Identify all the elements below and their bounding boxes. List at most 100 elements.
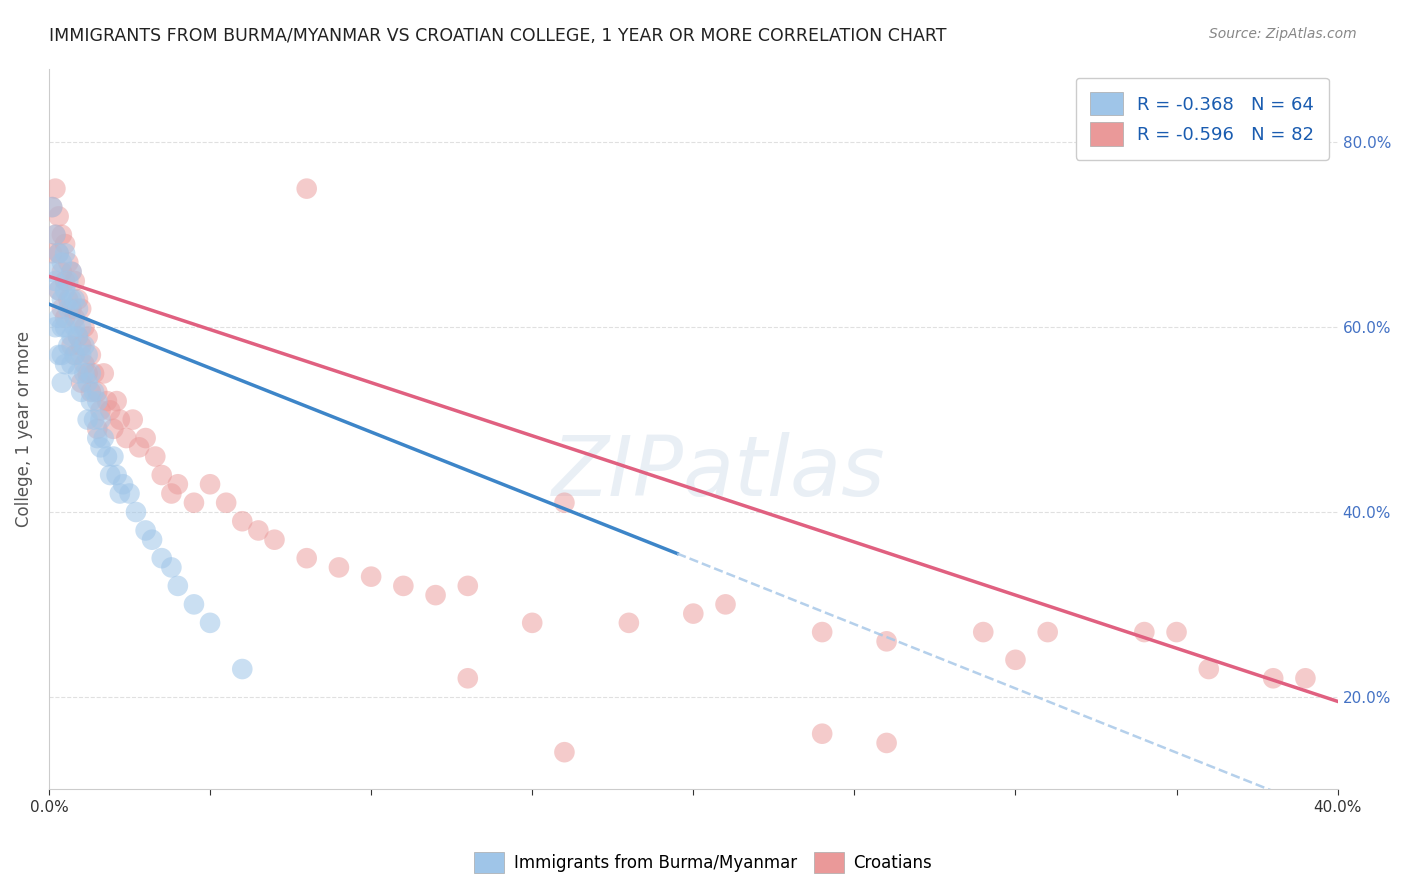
Point bbox=[51, 255, 73, 269]
Point bbox=[51, 265, 73, 279]
Point bbox=[183, 598, 205, 612]
Point bbox=[70, 320, 93, 334]
Point bbox=[80, 384, 103, 399]
Point bbox=[392, 579, 415, 593]
Point bbox=[98, 403, 121, 417]
Point bbox=[66, 329, 89, 343]
Point bbox=[1263, 671, 1285, 685]
Point bbox=[73, 339, 96, 353]
Point bbox=[96, 450, 118, 464]
Point bbox=[44, 320, 66, 334]
Point bbox=[48, 348, 70, 362]
Point bbox=[58, 293, 80, 307]
Point bbox=[51, 376, 73, 390]
Legend: R = -0.368   N = 64, R = -0.596   N = 82: R = -0.368 N = 64, R = -0.596 N = 82 bbox=[1076, 78, 1329, 160]
Point bbox=[108, 486, 131, 500]
Point bbox=[553, 745, 575, 759]
Point bbox=[231, 662, 253, 676]
Point bbox=[66, 301, 89, 316]
Point bbox=[48, 283, 70, 297]
Point bbox=[263, 533, 285, 547]
Point bbox=[105, 394, 128, 409]
Point bbox=[118, 486, 141, 500]
Point bbox=[51, 301, 73, 316]
Point bbox=[166, 477, 188, 491]
Point bbox=[73, 320, 96, 334]
Point bbox=[76, 348, 98, 362]
Point bbox=[198, 615, 221, 630]
Point bbox=[425, 588, 447, 602]
Point bbox=[60, 293, 83, 307]
Point bbox=[811, 625, 834, 640]
Point bbox=[48, 283, 70, 297]
Point bbox=[44, 181, 66, 195]
Point bbox=[96, 394, 118, 409]
Point bbox=[58, 255, 80, 269]
Point bbox=[141, 533, 163, 547]
Point bbox=[231, 514, 253, 528]
Point bbox=[58, 339, 80, 353]
Point bbox=[135, 431, 157, 445]
Point bbox=[160, 486, 183, 500]
Point bbox=[115, 431, 138, 445]
Point bbox=[617, 615, 640, 630]
Point bbox=[63, 310, 86, 325]
Point bbox=[48, 210, 70, 224]
Point bbox=[66, 293, 89, 307]
Point bbox=[48, 310, 70, 325]
Point bbox=[150, 551, 173, 566]
Point bbox=[183, 496, 205, 510]
Point bbox=[70, 339, 93, 353]
Point bbox=[60, 265, 83, 279]
Point bbox=[41, 246, 63, 260]
Point bbox=[51, 348, 73, 362]
Point bbox=[135, 524, 157, 538]
Point bbox=[876, 736, 898, 750]
Point bbox=[553, 496, 575, 510]
Point bbox=[51, 320, 73, 334]
Point bbox=[53, 283, 76, 297]
Point bbox=[58, 274, 80, 288]
Point bbox=[53, 246, 76, 260]
Point bbox=[44, 227, 66, 242]
Point bbox=[63, 348, 86, 362]
Point bbox=[63, 274, 86, 288]
Point bbox=[41, 200, 63, 214]
Point bbox=[105, 468, 128, 483]
Point bbox=[328, 560, 350, 574]
Point bbox=[70, 348, 93, 362]
Point bbox=[112, 477, 135, 491]
Point bbox=[73, 357, 96, 371]
Point bbox=[83, 412, 105, 426]
Point bbox=[76, 329, 98, 343]
Point bbox=[1166, 625, 1188, 640]
Point bbox=[70, 384, 93, 399]
Point bbox=[128, 440, 150, 454]
Point bbox=[125, 505, 148, 519]
Point bbox=[86, 431, 108, 445]
Point bbox=[360, 569, 382, 583]
Point bbox=[80, 367, 103, 381]
Point bbox=[89, 403, 111, 417]
Point bbox=[103, 422, 125, 436]
Text: Source: ZipAtlas.com: Source: ZipAtlas.com bbox=[1209, 27, 1357, 41]
Point bbox=[83, 384, 105, 399]
Point bbox=[53, 237, 76, 252]
Point bbox=[60, 301, 83, 316]
Point bbox=[73, 367, 96, 381]
Point bbox=[53, 274, 76, 288]
Point bbox=[58, 301, 80, 316]
Point bbox=[457, 579, 479, 593]
Point bbox=[89, 440, 111, 454]
Point bbox=[44, 227, 66, 242]
Point bbox=[60, 339, 83, 353]
Point bbox=[66, 329, 89, 343]
Point bbox=[60, 265, 83, 279]
Point bbox=[63, 293, 86, 307]
Point bbox=[108, 412, 131, 426]
Point bbox=[1198, 662, 1220, 676]
Text: IMMIGRANTS FROM BURMA/MYANMAR VS CROATIAN COLLEGE, 1 YEAR OR MORE CORRELATION CH: IMMIGRANTS FROM BURMA/MYANMAR VS CROATIA… bbox=[49, 27, 946, 45]
Point bbox=[48, 246, 70, 260]
Point bbox=[63, 348, 86, 362]
Point bbox=[150, 468, 173, 483]
